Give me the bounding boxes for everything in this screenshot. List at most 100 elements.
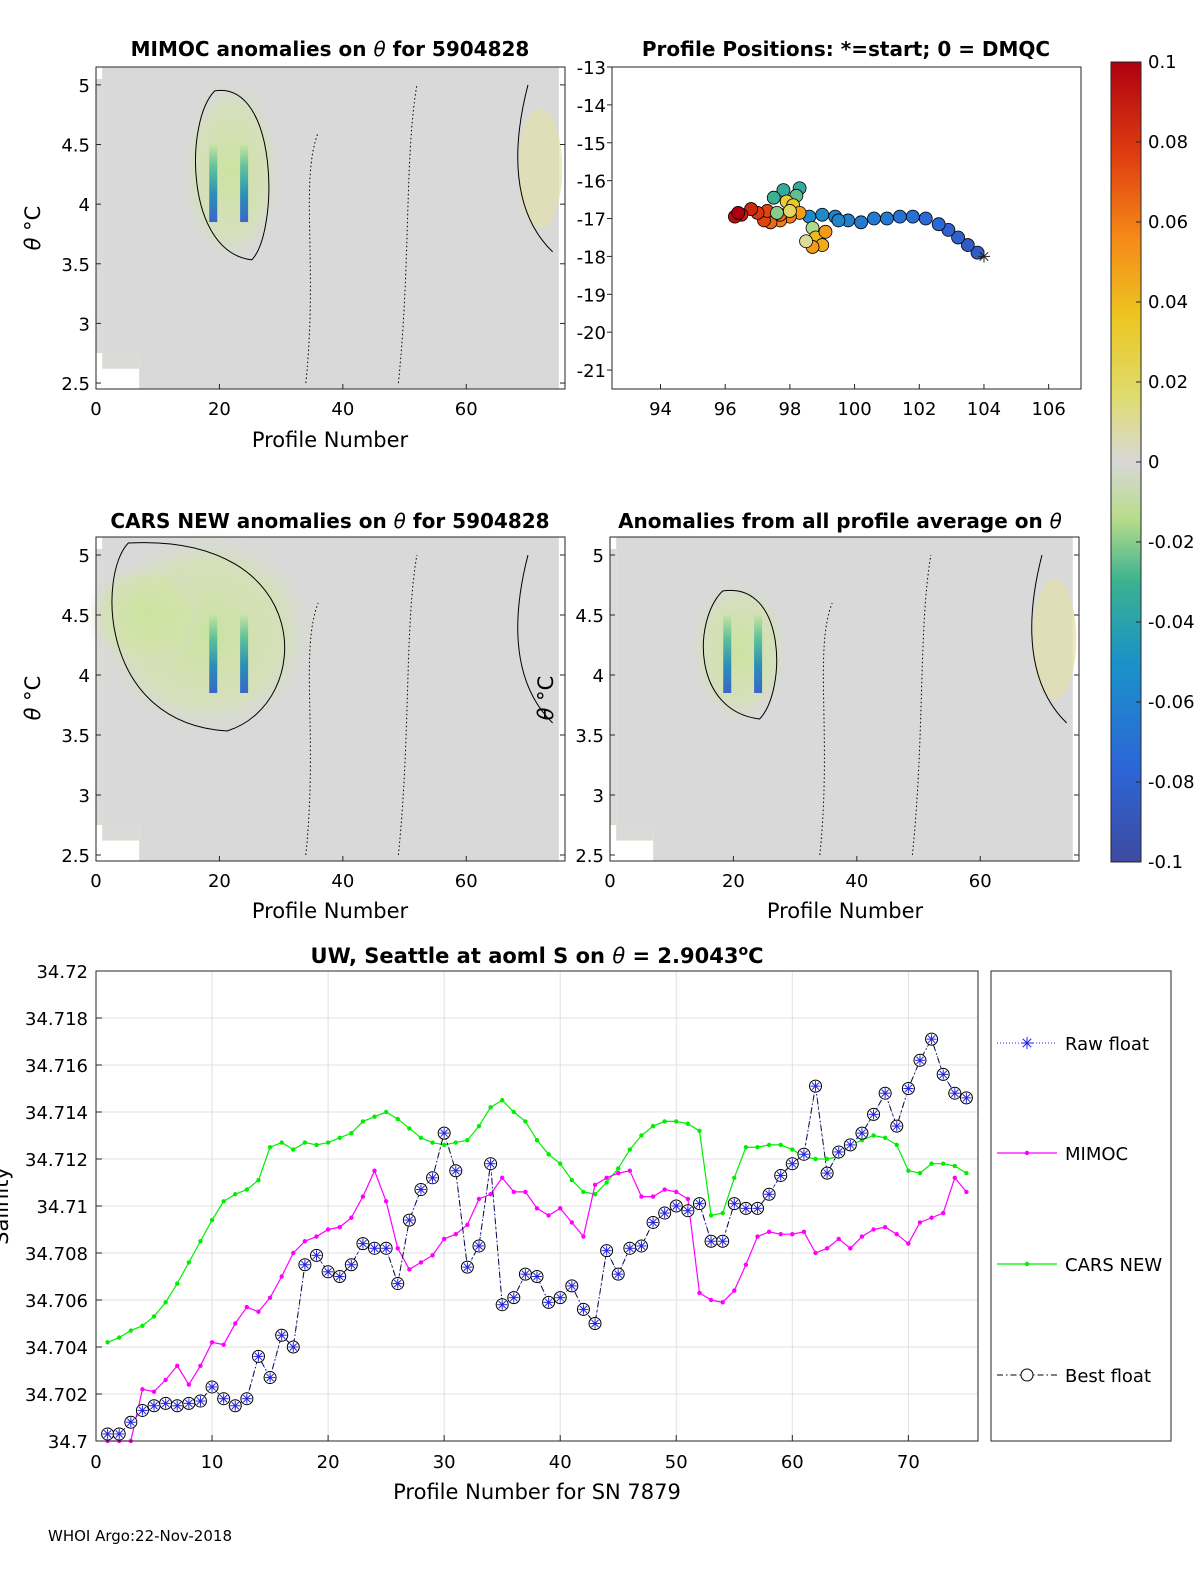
data-point: [766, 1142, 772, 1148]
y-tick-label: 34.72: [36, 962, 88, 983]
heatmap-field-edge: [616, 825, 654, 841]
data-point: [349, 1215, 354, 1220]
data-point: [604, 1175, 609, 1181]
colorbar-tick-label: 0.1: [1148, 52, 1177, 73]
profile-position-marker: [782, 204, 797, 218]
data-point: [267, 1295, 273, 1300]
data-point: [488, 1192, 493, 1197]
data-point: [627, 1147, 633, 1152]
data-point: [843, 1138, 857, 1152]
data-point: [743, 1145, 749, 1150]
data-point: [685, 1196, 691, 1202]
data-point: [163, 1300, 168, 1305]
data-point: [314, 1234, 319, 1239]
data-point: [175, 1281, 180, 1286]
x-tick-label: 20: [722, 871, 745, 892]
data-point: [437, 1126, 451, 1140]
data-point: [325, 1140, 331, 1145]
data-point: [697, 1290, 702, 1296]
cars-anomaly-panel: CARS NEW anomalies on θ for 5904828 0 20 4…: [21, 509, 566, 923]
data-point: [279, 1274, 284, 1279]
y-tick-label: 3: [79, 314, 90, 335]
profile-position-marker: [931, 217, 946, 232]
legend-label: Best float: [1065, 1366, 1151, 1387]
data-point: [681, 1204, 695, 1218]
colorbar-tick-label: -0.08: [1148, 772, 1195, 793]
allavg-ylabel: θ °C: [534, 676, 558, 721]
x-tick-label: 70: [897, 1452, 920, 1473]
profile-position-marker: [770, 205, 784, 220]
data-point: [333, 1270, 347, 1283]
x-tick-label: 40: [549, 1452, 572, 1473]
data-point: [495, 1298, 509, 1312]
data-point: [240, 1392, 254, 1406]
data-point: [310, 1248, 323, 1262]
data-point: [344, 1258, 358, 1272]
data-point: [441, 1236, 447, 1242]
data-point: [170, 1399, 184, 1413]
contour-line-dotted: [819, 602, 833, 856]
data-point: [488, 1105, 493, 1110]
data-point: [244, 1304, 250, 1310]
x-tick-label: 96: [714, 399, 737, 420]
x-tick-label: 60: [455, 399, 478, 420]
data-point: [360, 1119, 366, 1124]
data-point: [576, 1302, 590, 1316]
data-point: [940, 1161, 946, 1166]
legend-entry: Best float: [997, 1366, 1151, 1387]
data-point: [453, 1232, 458, 1237]
x-tick-label: 10: [201, 1452, 224, 1473]
data-point: [662, 1187, 667, 1192]
data-point: [209, 1340, 215, 1345]
data-point: [523, 1119, 528, 1124]
data-point: [848, 1246, 853, 1251]
profile-position-marker: [815, 207, 830, 222]
y-tick-label: 34.71: [36, 1197, 88, 1218]
data-point: [511, 1109, 516, 1115]
data-point: [813, 1156, 818, 1162]
data-point: [697, 1128, 702, 1134]
data-point: [906, 1168, 911, 1173]
y-tick-label: 34.7: [48, 1432, 88, 1453]
data-point: [360, 1194, 366, 1199]
data-point: [151, 1389, 157, 1394]
y-tick-label: 5: [79, 546, 90, 567]
contour-line-dotted: [305, 602, 319, 856]
y-tick-label: 34.706: [25, 1291, 88, 1312]
data-point: [298, 1258, 312, 1272]
heatmap-field: [102, 67, 559, 389]
data-point: [418, 1135, 424, 1141]
data-point: [646, 1215, 660, 1229]
data-point: [809, 1079, 823, 1093]
heatmap-field: [616, 537, 1073, 861]
contour-line: [195, 90, 270, 261]
data-point: [186, 1382, 192, 1387]
x-tick-label: 40: [845, 871, 868, 892]
x-tick-label: 98: [778, 399, 801, 420]
data-point: [581, 1234, 586, 1239]
data-point: [209, 1217, 215, 1223]
data-point: [128, 1328, 134, 1333]
data-point: [743, 1262, 749, 1267]
data-point: [472, 1239, 486, 1253]
profile-position-marker: [880, 211, 894, 226]
colorbar-tick-label: -0.02: [1148, 532, 1195, 553]
data-point: [592, 1182, 598, 1188]
x-tick-label: 100: [837, 399, 871, 420]
data-point: [244, 1187, 250, 1192]
y-tick-label: 4.5: [61, 606, 90, 627]
colorbar-tick-label: -0.04: [1148, 612, 1195, 633]
colorbar-tick-label: 0.06: [1148, 212, 1188, 233]
data-point: [824, 1156, 830, 1162]
data-point: [163, 1377, 168, 1383]
data-point: [708, 1213, 714, 1218]
data-point: [349, 1130, 354, 1136]
salinity-legend: Raw float MIMOC CARS NEW Best float: [990, 970, 1172, 1442]
data-point: [894, 1142, 899, 1148]
data-point: [739, 1201, 753, 1215]
data-point: [499, 1098, 505, 1103]
y-tick-label: -21: [577, 361, 606, 382]
data-point: [797, 1147, 811, 1161]
data-point: [913, 1053, 927, 1067]
positions-title: Profile Positions: *=start; 0 = DMQC: [642, 37, 1050, 61]
